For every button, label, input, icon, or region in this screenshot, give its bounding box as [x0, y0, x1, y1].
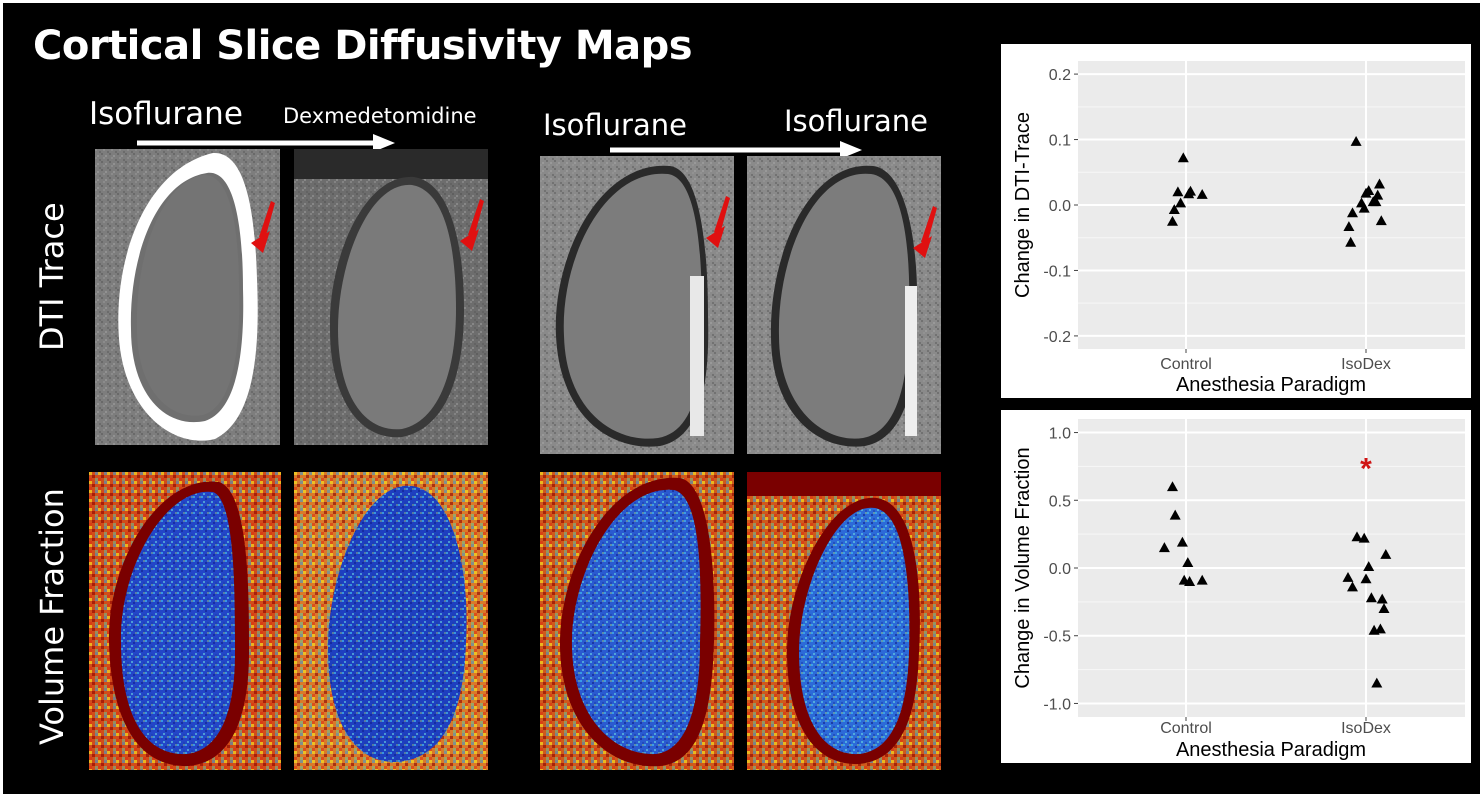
data-point [1380, 548, 1392, 559]
data-point [1167, 481, 1178, 492]
dti-map-dexmedetomidine [294, 149, 488, 445]
scatter-plot-volume-fraction: -1.0 -0.5 0.0 0.5 1.0 Control IsoDex * Change … [1001, 410, 1471, 763]
dti-map-isoflurane-1 [95, 149, 280, 445]
y-tick-label: -0.1 [1043, 263, 1071, 280]
y-tick-label: -1.0 [1043, 696, 1071, 713]
data-point [1358, 202, 1370, 213]
x-tick-label: IsoDex [1341, 356, 1391, 373]
data-point [1365, 592, 1377, 603]
x-tick-label: Control [1160, 356, 1212, 373]
dti-map-isoflurane-2 [540, 156, 734, 454]
vf-map-isoflurane-1 [89, 472, 281, 770]
y-tick-label: 0.1 [1049, 133, 1071, 150]
data-point [1169, 509, 1181, 520]
dti-map-isoflurane-3 [747, 156, 941, 454]
scatter-plot-dti-trace: -0.2 -0.1 0.0 0.1 0.2 Control IsoDex Change in… [1001, 44, 1471, 398]
vf-map-isoflurane-2 [540, 472, 734, 770]
row-label-dti: DTI Trace [33, 202, 71, 351]
y-tick-label: 0.5 [1049, 493, 1071, 510]
label-left-end: Dexmedetomidine [283, 104, 477, 128]
data-point [1182, 557, 1194, 567]
y-tick-label: 0.2 [1049, 67, 1071, 84]
y-tick-label: -0.2 [1043, 329, 1071, 346]
label-right-start: Isoflurane [543, 108, 687, 142]
data-point [1347, 581, 1358, 592]
data-point [1158, 542, 1170, 553]
data-point [1168, 204, 1180, 214]
transition-arrow-left [137, 134, 395, 152]
data-point [1371, 677, 1383, 688]
y-tick-label: 0.0 [1049, 198, 1071, 215]
y-tick-label: 1.0 [1049, 426, 1071, 443]
row-label-volume-fraction: Volume Fraction [33, 488, 71, 745]
significance-marker: * [1360, 452, 1372, 485]
data-point [1370, 196, 1382, 207]
figure-title: Cortical Slice Diffusivity Maps [33, 23, 693, 69]
data-point [1351, 531, 1363, 542]
data-point [1363, 561, 1375, 572]
data-point [1175, 197, 1187, 208]
data-point [1360, 573, 1372, 584]
vf-map-dexmedetomidine [294, 472, 488, 770]
data-point [1176, 536, 1188, 547]
data-point [1374, 178, 1385, 189]
vf-map-isoflurane-3 [747, 472, 941, 770]
x-axis-label: Anesthesia Paradigm [1176, 374, 1366, 396]
label-right-end: Isoflurane [784, 104, 928, 138]
data-point [1358, 532, 1370, 543]
y-axis-label: Change in DTI-Trace [1012, 112, 1034, 298]
data-point [1345, 236, 1357, 247]
data-point [1196, 189, 1208, 199]
figure-canvas: Cortical Slice Diffusivity Maps Isoflura… [3, 3, 1480, 794]
y-tick-label: 0.0 [1049, 561, 1071, 578]
data-point [1363, 185, 1375, 195]
data-point [1350, 136, 1362, 146]
data-point [1374, 623, 1386, 634]
data-point [1376, 593, 1388, 604]
y-axis-label: Change in Volume Fraction [1012, 447, 1034, 688]
data-point [1196, 574, 1208, 585]
x-tick-label: IsoDex [1341, 720, 1391, 737]
data-point [1343, 221, 1355, 231]
data-point [1372, 189, 1384, 200]
data-point [1167, 215, 1178, 226]
data-point [1185, 185, 1196, 196]
data-point [1342, 571, 1354, 582]
data-point [1347, 207, 1358, 218]
data-point [1378, 603, 1390, 614]
data-point [1177, 152, 1189, 163]
y-tick-label: -0.5 [1043, 629, 1071, 646]
data-point [1184, 576, 1196, 586]
x-axis-label: Anesthesia Paradigm [1176, 739, 1366, 761]
x-tick-label: Control [1160, 720, 1212, 737]
data-point [1375, 215, 1387, 226]
label-left-start: Isoflurane [89, 96, 243, 132]
transition-arrow-right [610, 141, 862, 159]
data-point [1172, 186, 1184, 197]
